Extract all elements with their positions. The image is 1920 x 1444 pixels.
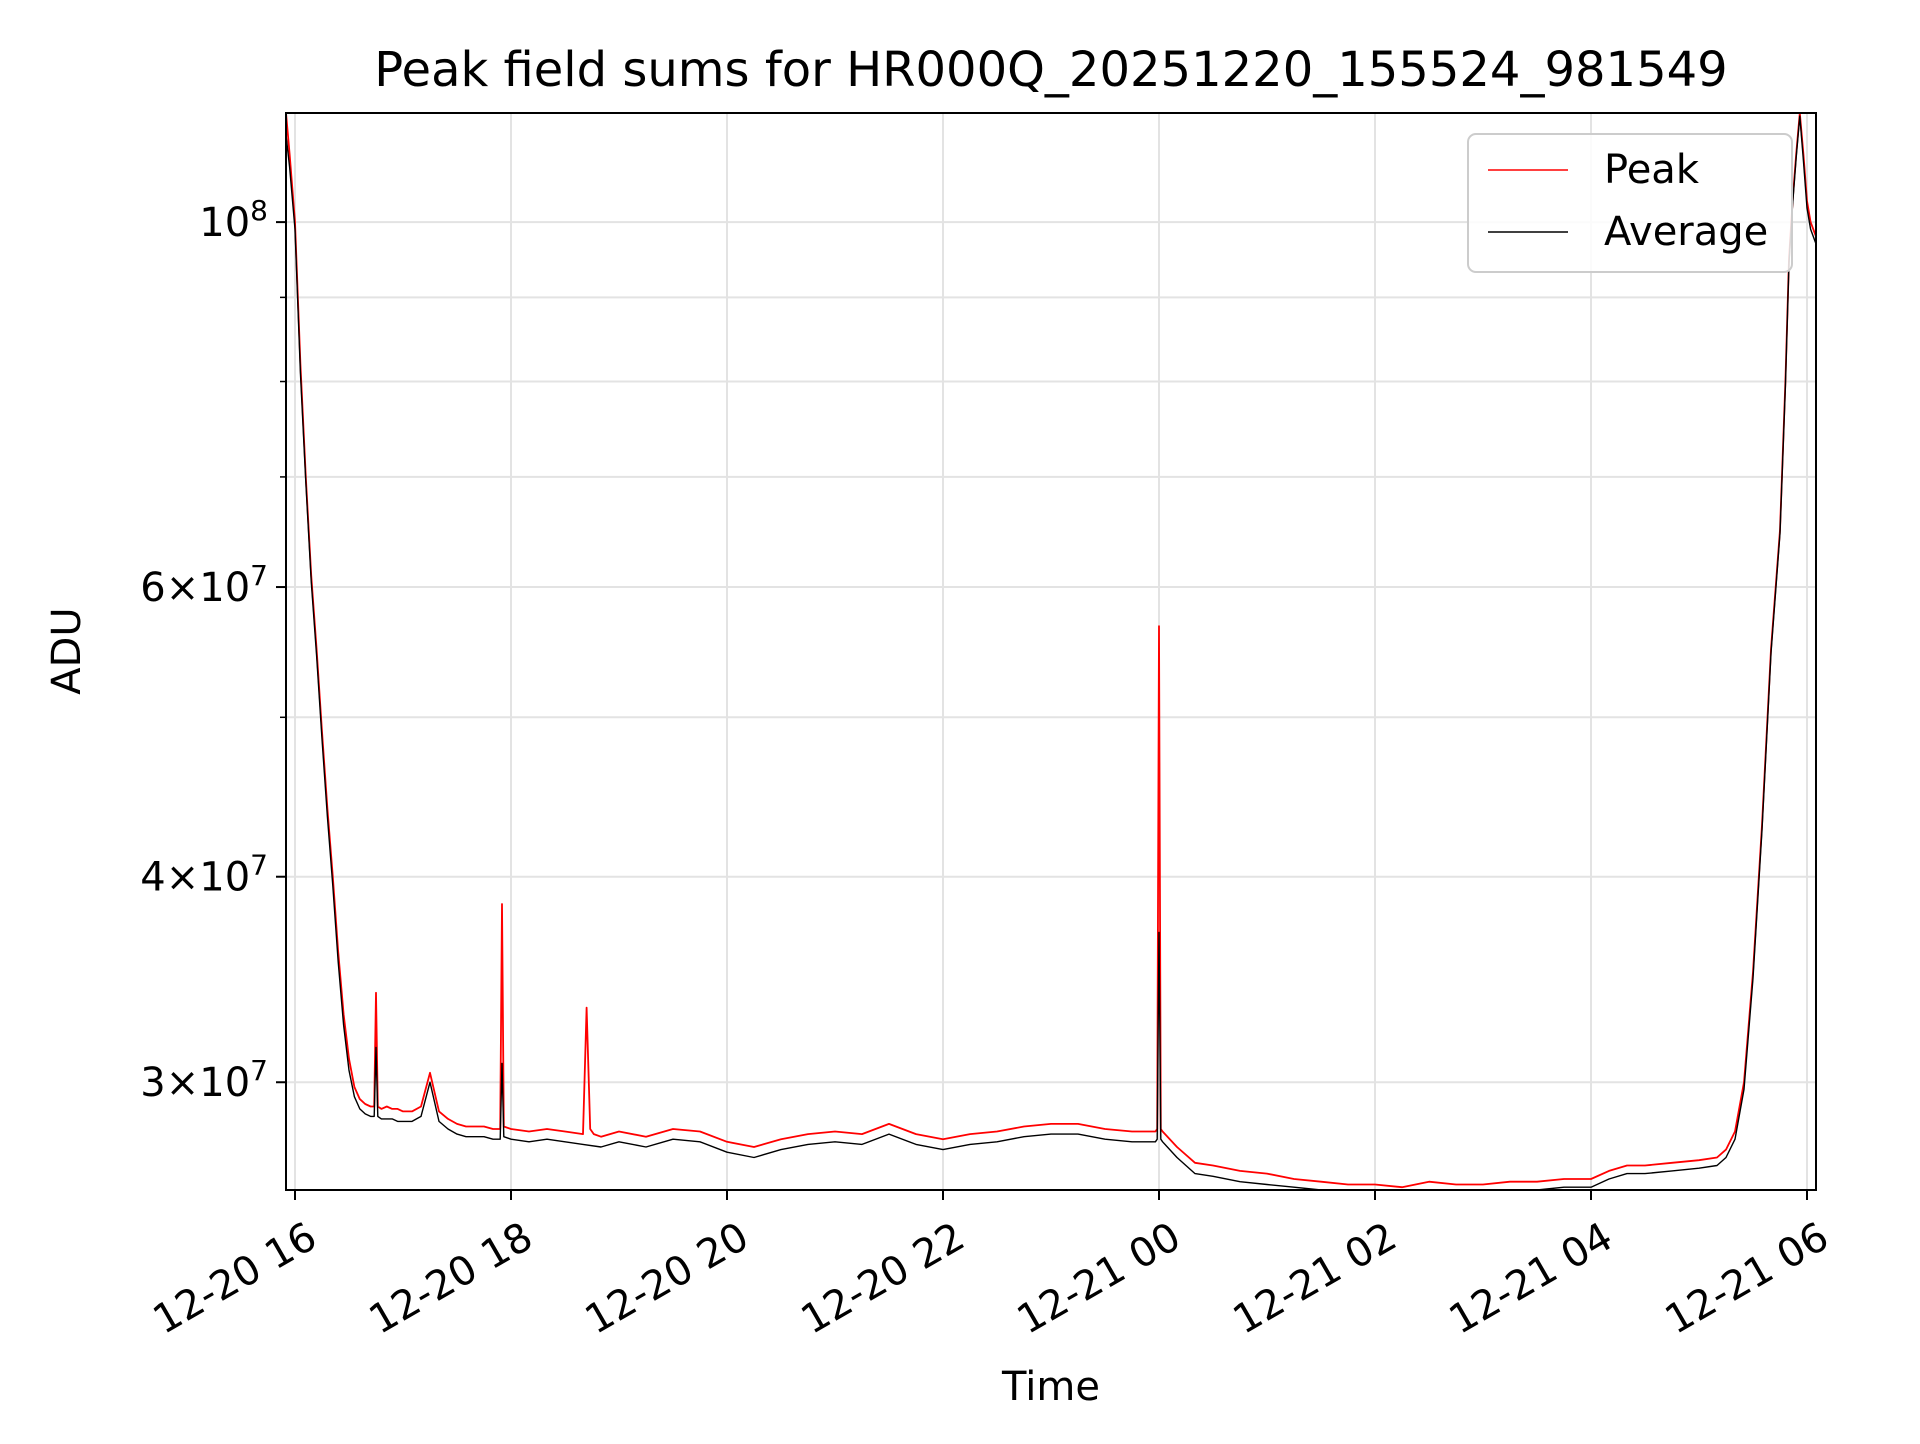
- legend-label-peak: Peak: [1604, 147, 1700, 193]
- y-tick-label: 108: [199, 194, 268, 246]
- y-tick-label: 6×107: [140, 559, 268, 611]
- legend-label-average: Average: [1604, 209, 1768, 255]
- plot-frame: [285, 112, 1817, 1191]
- chart-title: Peak field sums for HR000Q_20251220_1555…: [374, 42, 1727, 98]
- legend: Peak Average: [1467, 133, 1793, 273]
- legend-box: [1467, 133, 1793, 273]
- y-axis-label: ADU: [44, 607, 90, 694]
- grid-layer: [286, 113, 1816, 1190]
- y-tick-label: 3×107: [140, 1054, 268, 1106]
- x-axis-label: Time: [1001, 1364, 1100, 1410]
- y-tick-label: 4×107: [140, 849, 268, 901]
- series-line-peak: [285, 112, 1817, 1189]
- series-layer: [285, 112, 1817, 1191]
- series-line-average: [285, 115, 1817, 1191]
